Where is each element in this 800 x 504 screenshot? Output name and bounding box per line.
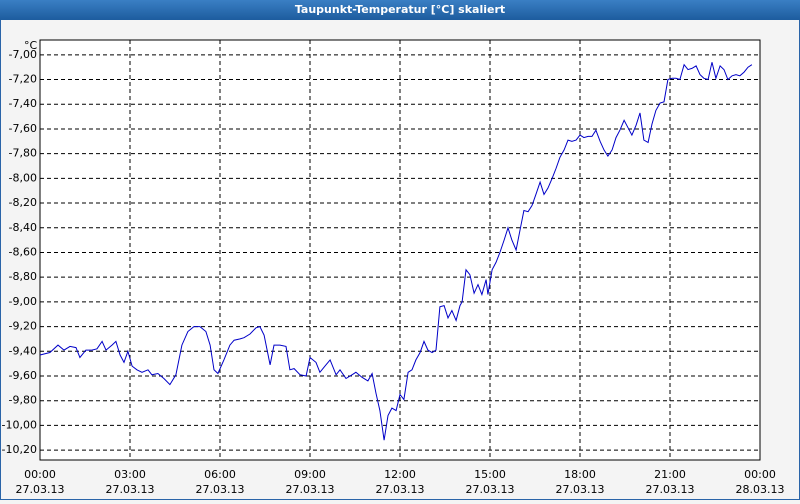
x-tick-date: 27.03.13 [646, 483, 695, 496]
x-tick-date: 27.03.13 [16, 483, 65, 496]
x-tick-date: 27.03.13 [556, 483, 605, 496]
y-tick-label: -9,20 [9, 320, 37, 333]
y-tick-label: -10,20 [2, 443, 37, 456]
x-tick-date: 27.03.13 [466, 483, 515, 496]
y-tick-label: -8,40 [9, 221, 37, 234]
x-tick-label: 00:00 [24, 468, 56, 481]
y-tick-label: -8,80 [9, 270, 37, 283]
x-tick-date: 27.03.13 [196, 483, 245, 496]
x-tick-label: 21:00 [654, 468, 686, 481]
y-tick-label: -8,20 [9, 196, 37, 209]
y-tick-label: -7,20 [9, 73, 37, 86]
y-tick-label: -7,40 [9, 97, 37, 110]
x-tick-date: 27.03.13 [286, 483, 335, 496]
y-tick-label: -7,00 [9, 48, 37, 61]
x-tick-label: 18:00 [564, 468, 596, 481]
y-tick-label: -8,00 [9, 171, 37, 184]
y-tick-label: -8,60 [9, 245, 37, 258]
x-tick-label: 15:00 [474, 468, 506, 481]
x-tick-label: 03:00 [114, 468, 146, 481]
y-tick-label: -7,80 [9, 147, 37, 160]
y-tick-label: -9,80 [9, 394, 37, 407]
x-tick-label: 06:00 [204, 468, 236, 481]
x-tick-label: 09:00 [294, 468, 326, 481]
y-tick-label: -7,60 [9, 122, 37, 135]
y-tick-label: -9,60 [9, 369, 37, 382]
x-tick-date: 28.03.13 [736, 483, 785, 496]
data-line [39, 62, 753, 441]
y-tick-label: -10,00 [2, 418, 37, 431]
x-tick-label: 00:00 [744, 468, 776, 481]
y-unit: °C [24, 39, 38, 52]
x-tick-date: 27.03.13 [106, 483, 155, 496]
y-tick-label: -9,40 [9, 344, 37, 357]
y-tick-label: -9,00 [9, 295, 37, 308]
chart-title: Taupunkt-Temperatur [°C] skaliert [295, 3, 505, 16]
x-tick-date: 27.03.13 [376, 483, 425, 496]
title-bar [0, 0, 800, 20]
x-tick-label: 12:00 [384, 468, 416, 481]
